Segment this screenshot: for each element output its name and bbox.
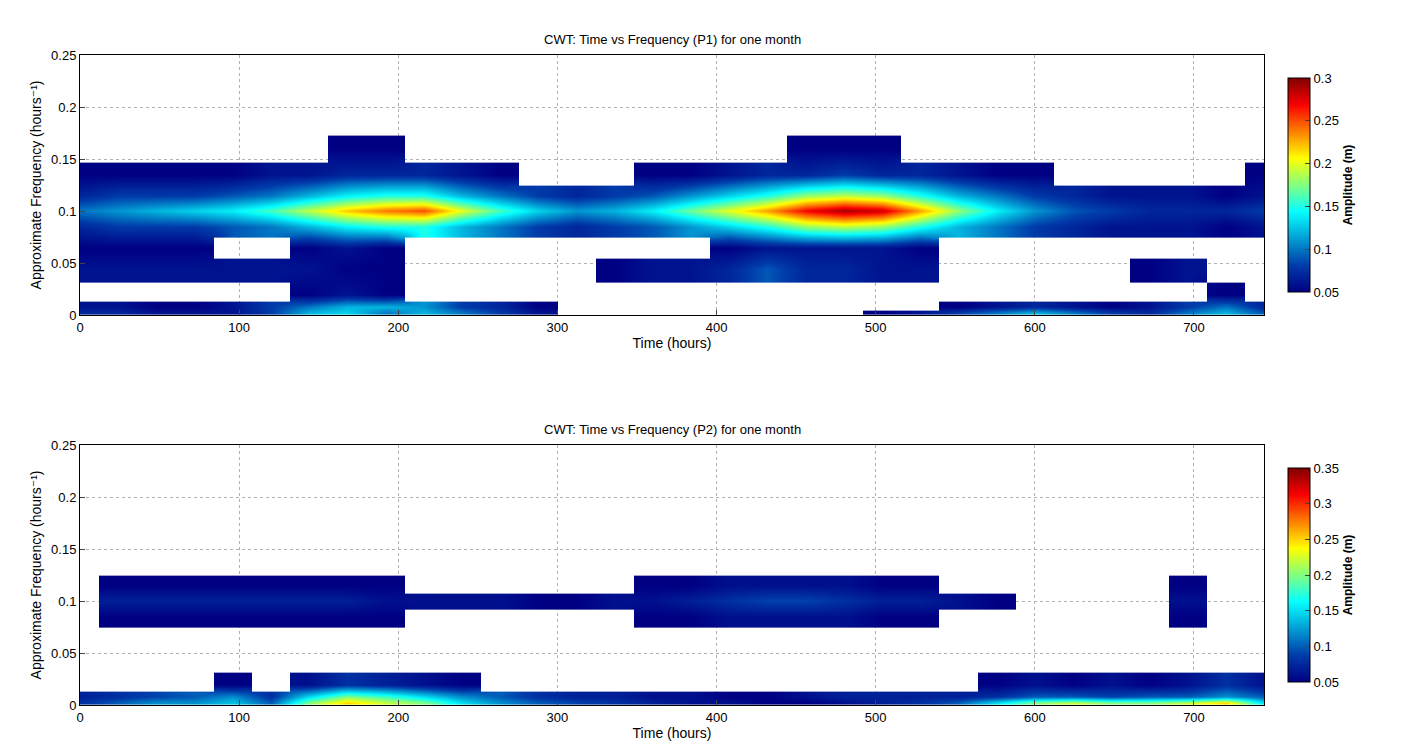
svg-text:200: 200 (387, 710, 409, 725)
svg-text:Time (hours): Time (hours) (633, 335, 712, 351)
svg-text:0.25: 0.25 (1314, 113, 1339, 128)
svg-text:0.3: 0.3 (1314, 496, 1332, 511)
svg-text:0.05: 0.05 (1314, 675, 1339, 690)
svg-text:0.2: 0.2 (58, 100, 76, 115)
svg-text:100: 100 (228, 320, 250, 335)
svg-text:0.25: 0.25 (51, 48, 76, 63)
svg-text:0.15: 0.15 (1314, 199, 1339, 214)
svg-text:400: 400 (706, 710, 728, 725)
svg-text:300: 300 (547, 320, 569, 335)
svg-text:0: 0 (69, 308, 76, 323)
svg-text:300: 300 (547, 710, 569, 725)
svg-text:600: 600 (1024, 320, 1046, 335)
svg-text:Approximate Frequency (hours⁻¹: Approximate Frequency (hours⁻¹) (28, 81, 44, 290)
svg-text:600: 600 (1024, 710, 1046, 725)
svg-text:0.15: 0.15 (51, 152, 76, 167)
svg-text:0.25: 0.25 (1314, 532, 1339, 547)
svg-text:0.05: 0.05 (51, 646, 76, 661)
svg-text:Approximate Frequency (hours⁻¹: Approximate Frequency (hours⁻¹) (28, 471, 44, 680)
svg-text:0.15: 0.15 (1314, 603, 1339, 618)
svg-text:CWT: Time vs Frequency (P2) fo: CWT: Time vs Frequency (P2) for one mont… (544, 422, 801, 437)
svg-text:0.05: 0.05 (1314, 285, 1339, 300)
svg-text:CWT: Time vs Frequency (P1) fo: CWT: Time vs Frequency (P1) for one mont… (544, 32, 801, 47)
svg-text:500: 500 (865, 710, 887, 725)
svg-text:700: 700 (1183, 320, 1205, 335)
svg-text:200: 200 (387, 320, 409, 335)
svg-text:Amplitude (m): Amplitude (m) (1341, 145, 1355, 226)
svg-text:400: 400 (706, 320, 728, 335)
svg-text:Amplitude (m): Amplitude (m) (1341, 535, 1355, 616)
svg-text:100: 100 (228, 710, 250, 725)
svg-text:0.2: 0.2 (1314, 568, 1332, 583)
svg-text:0.1: 0.1 (1314, 639, 1332, 654)
svg-text:0.1: 0.1 (58, 594, 76, 609)
svg-text:0.3: 0.3 (1314, 71, 1332, 86)
svg-text:0.15: 0.15 (51, 542, 76, 557)
svg-text:Time (hours): Time (hours) (633, 725, 712, 741)
svg-text:0.2: 0.2 (1314, 156, 1332, 171)
svg-text:0.05: 0.05 (51, 256, 76, 271)
svg-text:0: 0 (69, 698, 76, 713)
svg-text:0.35: 0.35 (1314, 461, 1339, 476)
svg-text:0.1: 0.1 (1314, 242, 1332, 257)
svg-text:0.1: 0.1 (58, 204, 76, 219)
svg-text:0: 0 (76, 710, 83, 725)
svg-text:500: 500 (865, 320, 887, 335)
svg-text:0: 0 (76, 320, 83, 335)
svg-text:700: 700 (1183, 710, 1205, 725)
svg-text:0.2: 0.2 (58, 490, 76, 505)
svg-text:0.25: 0.25 (51, 438, 76, 453)
